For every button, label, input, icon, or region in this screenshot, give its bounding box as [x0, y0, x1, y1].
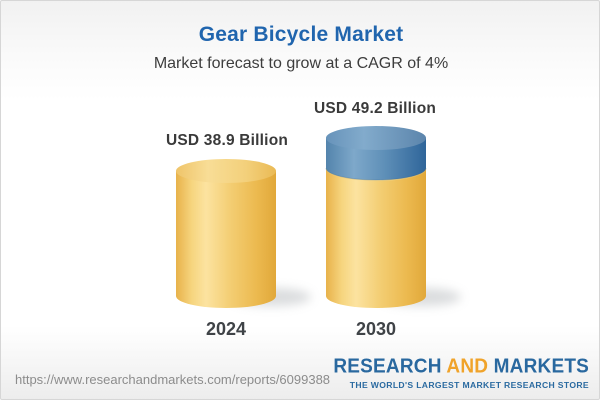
value-label-2024: USD 38.9 Billion — [165, 132, 289, 149]
research-and-markets-logo: RESEARCH AND MARKETS THE WORLD'S LARGEST… — [333, 356, 589, 390]
page-title: Gear Bicycle Market — [198, 23, 404, 46]
logo-tagline: THE WORLD'S LARGEST MARKET RESEARCH STOR… — [349, 380, 589, 390]
logo-word-research: RESEARCH — [333, 355, 442, 379]
page-subtitle: Market forecast to grow at a CAGR of 4% — [153, 55, 449, 72]
logo-wordmark: RESEARCH AND MARKETS — [333, 356, 589, 378]
report-url: https://www.researchandmarkets.com/repor… — [15, 372, 331, 387]
logo-word-and: AND — [446, 355, 489, 379]
value-label-2030: USD 49.2 Billion — [313, 100, 437, 117]
cylinder-2024 — [176, 159, 276, 308]
cylinder-2030-growth-segment — [325, 126, 427, 181]
category-label-2024: 2024 — [205, 319, 247, 339]
category-label-2030: 2030 — [355, 319, 397, 339]
logo-word-markets: MARKETS — [493, 355, 589, 379]
